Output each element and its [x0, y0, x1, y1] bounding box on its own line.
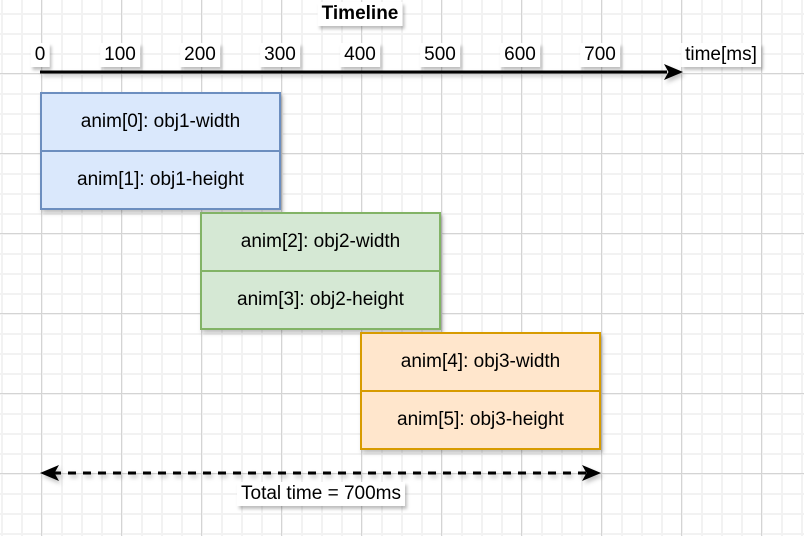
- anim-box-3[interactable]: anim[3]: obj2-height: [200, 270, 441, 330]
- anim-box-4[interactable]: anim[4]: obj3-width: [360, 332, 601, 392]
- axis-unit-label: time[ms]: [681, 43, 761, 67]
- axis-tick-400: 400: [340, 43, 380, 67]
- axis-tick-200: 200: [180, 43, 220, 67]
- anim-box-3-label: anim[3]: obj2-height: [237, 289, 404, 310]
- anim-box-1[interactable]: anim[1]: obj1-height: [40, 150, 281, 210]
- anim-box-2-label: anim[2]: obj2-width: [240, 231, 401, 252]
- total-time-label: Total time = 700ms: [237, 482, 405, 506]
- anim-box-0[interactable]: anim[0]: obj1-width: [40, 92, 281, 152]
- axis-tick-0: 0: [30, 43, 50, 67]
- diagram-title: Timeline: [317, 2, 403, 26]
- total-time-right-arrowhead-icon: [582, 465, 601, 481]
- axis-tick-500: 500: [420, 43, 460, 67]
- anim-box-0-label: anim[0]: obj1-width: [80, 111, 241, 132]
- track-obj2: anim[2]: obj2-width anim[3]: obj2-height: [200, 212, 441, 330]
- anim-box-5[interactable]: anim[5]: obj3-height: [360, 390, 601, 450]
- track-obj1: anim[0]: obj1-width anim[1]: obj1-height: [40, 92, 281, 210]
- total-time-left-arrowhead-icon: [40, 465, 59, 481]
- axis-tick-300: 300: [260, 43, 300, 67]
- axis-tick-700: 700: [580, 43, 620, 67]
- axis-tick-600: 600: [500, 43, 540, 67]
- anim-box-5-label: anim[5]: obj3-height: [397, 409, 564, 430]
- track-obj3: anim[4]: obj3-width anim[5]: obj3-height: [360, 332, 601, 450]
- axis-tick-100: 100: [100, 43, 140, 67]
- anim-box-4-label: anim[4]: obj3-width: [400, 351, 561, 372]
- anim-box-2[interactable]: anim[2]: obj2-width: [200, 212, 441, 272]
- anim-box-1-label: anim[1]: obj1-height: [77, 169, 244, 190]
